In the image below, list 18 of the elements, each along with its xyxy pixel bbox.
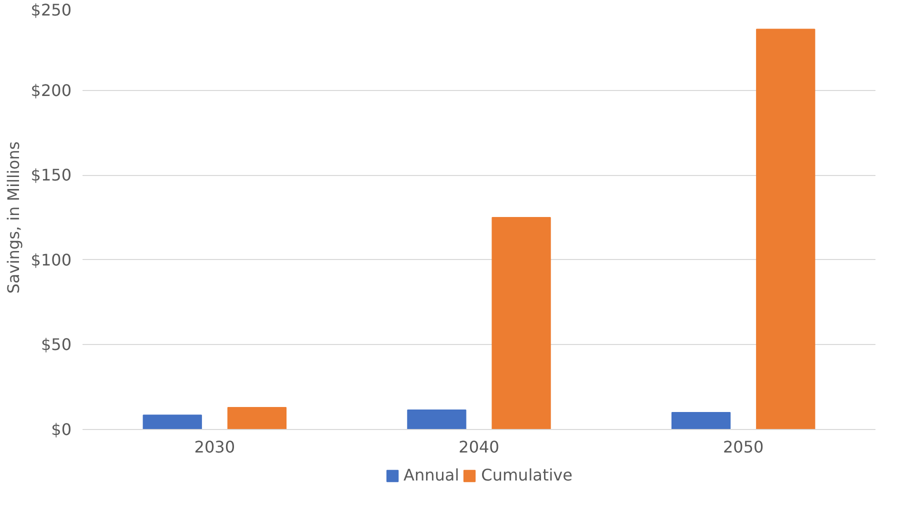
y-tick-label: $0 bbox=[51, 420, 72, 439]
y-axis-title: Savings, in Millions bbox=[4, 141, 23, 294]
bar bbox=[407, 409, 466, 430]
x-tick-label: 2040 bbox=[458, 438, 500, 456]
bar bbox=[492, 217, 551, 430]
x-tick-label: 2050 bbox=[722, 438, 764, 456]
bar bbox=[756, 28, 816, 430]
y-tick-label: $250 bbox=[30, 0, 72, 20]
bar bbox=[671, 412, 731, 430]
x-tick-label: 2030 bbox=[194, 438, 236, 456]
legend-label: Annual bbox=[404, 466, 460, 484]
y-tick-label: $50 bbox=[40, 335, 72, 354]
bar bbox=[227, 406, 287, 430]
y-tick-label: $200 bbox=[30, 80, 72, 100]
y-tick-label: $150 bbox=[30, 166, 72, 185]
bar bbox=[142, 414, 202, 430]
y-tick-label: $100 bbox=[30, 250, 72, 270]
legend-label: Cumulative bbox=[481, 466, 572, 484]
